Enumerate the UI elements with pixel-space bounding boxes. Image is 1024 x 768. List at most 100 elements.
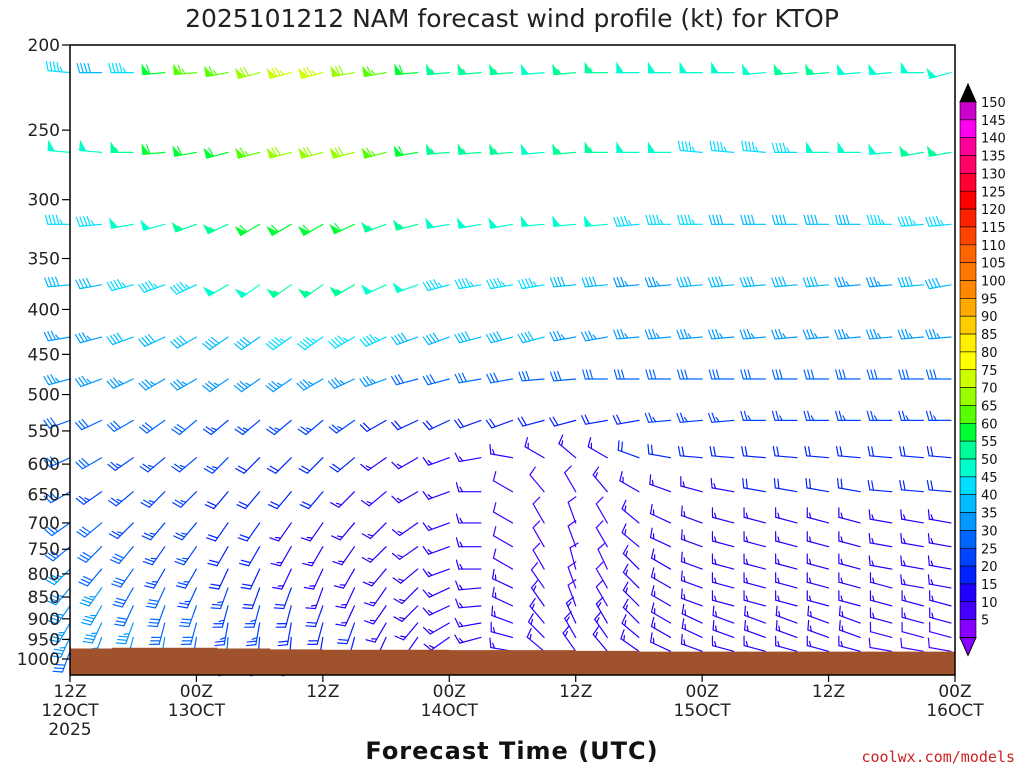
barb-feather (458, 637, 464, 643)
barb-feather (108, 499, 117, 507)
wind-barb (868, 637, 893, 652)
barb-feather (899, 446, 903, 457)
barb-feather (57, 594, 64, 598)
barb-feather (873, 369, 878, 380)
barb-feather (841, 276, 847, 287)
barb-feather (236, 383, 246, 391)
barb-feather (842, 369, 846, 380)
barb-feather (50, 524, 59, 533)
wind-barb (109, 546, 134, 565)
barb-pennant (616, 141, 625, 153)
wind-barb (74, 375, 103, 388)
barb-feather (623, 635, 625, 642)
barb-feather (584, 331, 590, 341)
barb-feather (489, 637, 492, 649)
barb-feather (714, 558, 717, 565)
barb-feather (246, 640, 258, 643)
wind-barb (647, 61, 672, 74)
wind-barb (297, 419, 324, 436)
barb-feather (745, 478, 748, 490)
barb-pennant (552, 215, 561, 227)
barb-pennant (584, 61, 593, 74)
barb-feather (900, 574, 903, 585)
barb-feather (688, 141, 692, 152)
barb-feather (651, 328, 657, 339)
barb-feather (871, 560, 875, 567)
y-tick-label: 250 (28, 121, 60, 141)
barb-feather (526, 628, 532, 638)
wind-barb (712, 605, 735, 624)
wind-barb (581, 414, 608, 425)
barb-pennant (79, 139, 87, 152)
barb-feather (872, 595, 875, 602)
wind-barb (869, 607, 893, 624)
wind-barb (170, 378, 198, 391)
barb-feather (86, 335, 92, 341)
barb-feather (687, 276, 692, 287)
barb-feather (240, 586, 251, 590)
barb-feather (873, 276, 878, 287)
wind-barb (567, 579, 577, 607)
wind-barb (650, 567, 672, 589)
barb-feather (429, 374, 436, 384)
barb-feather (270, 501, 281, 507)
colorbar-swatch (959, 226, 977, 246)
barb-feather (236, 341, 246, 349)
barb-feather (842, 415, 846, 421)
wind-barb (806, 635, 830, 652)
wind-barb (805, 141, 830, 153)
barb-pennant (360, 284, 373, 295)
barb-pennant (109, 217, 119, 229)
wind-barb (171, 457, 198, 473)
barb-feather (338, 638, 349, 641)
wind-barb (169, 281, 198, 295)
barb-feather (707, 412, 713, 423)
y-tick-label: 850 (28, 588, 60, 608)
ground-fill (70, 647, 955, 675)
barb-feather (810, 415, 815, 421)
barb-feather (779, 142, 783, 153)
wind-barb (708, 214, 735, 225)
wind-barb (115, 622, 134, 645)
barb-feather (624, 529, 627, 536)
barb-feather (771, 369, 776, 380)
barb-feather (366, 66, 372, 76)
wind-barb (806, 553, 830, 570)
barb-feather (524, 278, 531, 288)
barb-feather (47, 552, 57, 560)
barb-feather (771, 214, 776, 225)
colorbar-label: 10 (981, 596, 998, 611)
barb-feather (84, 615, 95, 620)
wind-barb (680, 529, 703, 548)
barb-feather (117, 279, 123, 289)
barb-feather (181, 68, 186, 75)
barb-feather (802, 277, 808, 288)
barb-feather (115, 62, 120, 74)
barb-feather (251, 636, 258, 640)
wind-barb (552, 63, 577, 76)
wind-barb (549, 370, 577, 382)
barb-feather (457, 418, 465, 428)
barb-feather (242, 427, 249, 431)
wind-barb (584, 61, 608, 74)
barb-feather (400, 635, 407, 638)
wind-barb (178, 605, 198, 628)
barb-feather (305, 625, 316, 628)
barb-feather (207, 501, 217, 507)
barb-feather (900, 509, 903, 520)
wind-barb (773, 63, 798, 76)
barb-feather (683, 593, 686, 601)
colorbar-swatch (959, 494, 977, 513)
barb-feather (743, 369, 748, 380)
barb-feather (681, 618, 685, 629)
barb-feather (775, 369, 780, 380)
barb-feather (712, 369, 716, 380)
barb-feather (840, 577, 844, 584)
wind-barb (328, 335, 356, 349)
wind-barb (240, 568, 261, 590)
barb-feather (427, 592, 434, 597)
wind-barb (359, 334, 387, 347)
barb-feather (493, 611, 496, 618)
barb-feather (746, 625, 749, 632)
barb-feather (300, 537, 311, 542)
